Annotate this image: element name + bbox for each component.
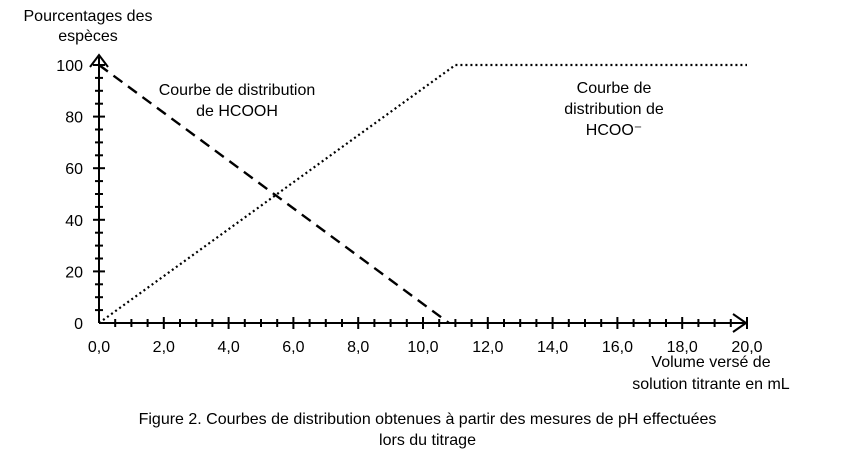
series-label-hcoo-line-1: Courbe de [577, 80, 652, 97]
x-tick-label: 18,0 [667, 339, 698, 356]
series-label-hcooh-line-2: de HCOOH [196, 103, 278, 120]
series-label-hcoo-line-3: HCOO⁻ [586, 122, 642, 139]
y-tick-label: 60 [65, 161, 83, 178]
x-tick-label: 12,0 [472, 339, 503, 356]
series-label-hcoo-line-2: distribution de [564, 101, 664, 118]
x-tick-label: 2,0 [153, 339, 175, 356]
x-tick-label: 0,0 [88, 339, 110, 356]
x-tick-label: 20,0 [731, 339, 762, 356]
x-tick-label: 16,0 [602, 339, 633, 356]
figure-caption-line-2: lors du titrage [379, 432, 476, 449]
y-axis-arrowhead [89, 53, 109, 68]
series-line-hcoo [98, 63, 747, 324]
y-tick-label: 40 [65, 213, 83, 230]
x-tick-label: 6,0 [282, 339, 304, 356]
series-label-hcooh-line-1: Courbe de distribution [159, 82, 316, 99]
y-tick-label: 80 [65, 110, 83, 127]
x-tick-label: 10,0 [407, 339, 438, 356]
x-tick-label: 8,0 [347, 339, 369, 356]
y-tick-label: 20 [65, 264, 83, 281]
y-axis-title-line-2: espèces [58, 28, 118, 45]
figure-caption-line-1: Figure 2. Courbes de distribution obtenu… [138, 411, 717, 428]
x-tick-label: 4,0 [217, 339, 239, 356]
x-axis-title-line-2: solution titrante en mL [632, 376, 790, 393]
x-axis-title-line-1: Volume versé de [651, 354, 770, 371]
y-tick-label: 0 [74, 316, 83, 333]
x-tick-label: 14,0 [537, 339, 568, 356]
series-line-hcooh [98, 64, 450, 324]
y-tick-label: 100 [56, 58, 83, 75]
y-axis-title-line-1: Pourcentages des [24, 8, 153, 25]
